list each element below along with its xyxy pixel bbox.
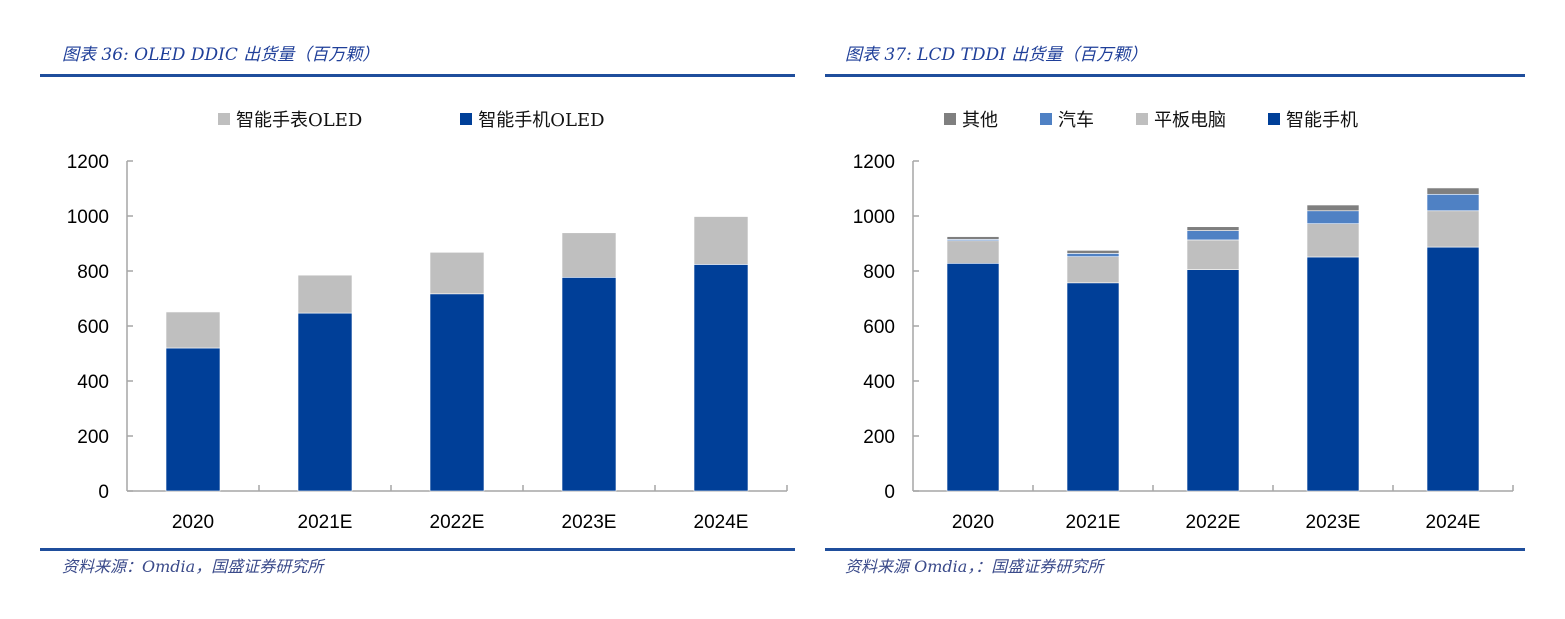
x-tick-label: 2024E: [694, 512, 749, 533]
bar-series-0-2020: [946, 263, 1000, 492]
bar-series-0-2023E: [1306, 256, 1360, 492]
x-tick-label: 2022E: [1186, 512, 1241, 533]
oled-ddic-chart: 0 200 400 600 800 1000 1200 2020 2021E 2022E 2023E…: [67, 152, 788, 533]
legend-swatch: [944, 113, 956, 125]
y-tick-label: 1200: [67, 152, 109, 173]
bar-series-1-2024E: [1426, 210, 1480, 248]
bar-series-2-2023E: [1306, 210, 1360, 225]
legend: 智能手表OLED 智能手机OLED: [218, 106, 703, 132]
bar-series-0-2024E: [1426, 246, 1480, 492]
legend-label: 智能手表OLED: [236, 110, 363, 131]
y-tick-label: 0: [98, 482, 109, 503]
bar-series-0-2022E: [1186, 269, 1240, 492]
x-tick-label: 2020: [952, 512, 994, 533]
legend-label: 智能手机: [1286, 110, 1358, 131]
source-rule: [825, 548, 1525, 551]
bar-series-0-2024E: [693, 264, 749, 492]
bar-series-0-2020: [165, 347, 221, 492]
legend-item: 智能手机OLED: [460, 106, 605, 132]
y-tick-label: 800: [77, 262, 109, 283]
title-rule: [825, 74, 1525, 77]
bar-series-0-2021E: [1066, 282, 1120, 492]
figure-number: 图表 36:: [62, 45, 129, 65]
y-tick-label: 200: [77, 427, 109, 448]
y-tick-label: 400: [863, 372, 895, 393]
bar-series-2-2024E: [1426, 193, 1480, 212]
source-note: 资料来源：Omdia，国盛证券研究所: [62, 557, 324, 576]
x-tick-label: 2024E: [1426, 512, 1481, 533]
bar-series-1-2024E: [693, 216, 749, 265]
bar-series-0-2022E: [429, 293, 485, 492]
bar-series-3-2020: [946, 236, 1000, 240]
bar-series-1-2022E: [1186, 239, 1240, 270]
chart-panel-oled-ddic: 图表 36: OLED DDIC 出货量（百万颗） 智能手表OLED 智能手机OL…: [40, 40, 795, 576]
x-tick-label: 2021E: [1066, 512, 1121, 533]
legend-label: 智能手机OLED: [478, 110, 605, 131]
y-tick-label: 400: [77, 372, 109, 393]
x-tick-label: 2021E: [298, 512, 353, 533]
legend-item: 汽车: [1040, 106, 1094, 132]
legend-swatch: [1136, 113, 1148, 125]
figure-title-text: OLED DDIC 出货量（百万颗）: [134, 45, 380, 65]
bar-series-3-2021E: [1066, 250, 1120, 254]
figure-title: 图表 37: LCD TDDI 出货量（百万颗）: [845, 40, 1147, 65]
title-rule: [40, 74, 795, 77]
legend-label: 汽车: [1058, 110, 1094, 131]
y-tick-label: 600: [77, 317, 109, 338]
bar-series-3-2023E: [1306, 204, 1360, 212]
bar-series-3-2022E: [1186, 226, 1240, 231]
y-tick-label: 1200: [853, 152, 895, 173]
bar-series-2-2021E: [1066, 253, 1120, 258]
legend-label: 平板电脑: [1154, 110, 1226, 131]
legend-item: 其他: [944, 106, 998, 132]
legend-label: 其他: [962, 110, 998, 131]
bar-series-1-2023E: [1306, 223, 1360, 258]
y-tick-label: 600: [863, 317, 895, 338]
legend-swatch: [1268, 113, 1280, 125]
y-tick-label: 0: [884, 482, 895, 503]
bar-series-0-2023E: [561, 277, 617, 492]
y-tick-label: 200: [863, 427, 895, 448]
legend-item: 智能手机: [1268, 106, 1358, 132]
lcd-tddi-chart: 0 200 400 600 800 1000 1200 2020 2021E 2022E 2023E…: [853, 152, 1514, 533]
chart-panel-lcd-tddi: 图表 37: LCD TDDI 出货量（百万颗） 其他 汽车 平板电脑 智能手机 0 2…: [820, 0, 1565, 619]
x-tick-label: 2020: [172, 512, 214, 533]
bar-series-1-2021E: [1066, 256, 1120, 284]
source-rule: [40, 548, 795, 551]
figure-title: 图表 36: OLED DDIC 出货量（百万颗）: [62, 40, 379, 65]
bar-series-1-2023E: [561, 232, 617, 278]
bar-series-1-2020: [946, 240, 1000, 264]
y-tick-label: 1000: [67, 207, 109, 228]
bar-series-0-2021E: [297, 312, 353, 492]
bar-series-2-2022E: [1186, 230, 1240, 241]
x-tick-label: 2022E: [430, 512, 485, 533]
source-note: 资料来源 Omdia，：国盛证券研究所: [845, 557, 1104, 576]
x-tick-label: 2023E: [1306, 512, 1361, 533]
legend-swatch: [460, 113, 473, 125]
legend-item: 平板电脑: [1136, 106, 1226, 132]
bar-series-1-2020: [165, 311, 221, 349]
bar-series-1-2022E: [429, 252, 485, 295]
legend-swatch: [218, 113, 230, 125]
legend: 其他 汽车 平板电脑 智能手机: [944, 106, 1400, 132]
figure-number: 图表 37:: [845, 45, 912, 65]
y-tick-label: 1000: [853, 207, 895, 228]
bar-series-3-2024E: [1426, 187, 1480, 195]
legend-item: 智能手表OLED: [218, 106, 362, 132]
bar-series-1-2021E: [297, 274, 353, 314]
y-tick-label: 800: [863, 262, 895, 283]
x-tick-label: 2023E: [562, 512, 617, 533]
legend-swatch: [1040, 113, 1052, 125]
figure-title-text: LCD TDDI 出货量（百万颗）: [917, 45, 1148, 65]
